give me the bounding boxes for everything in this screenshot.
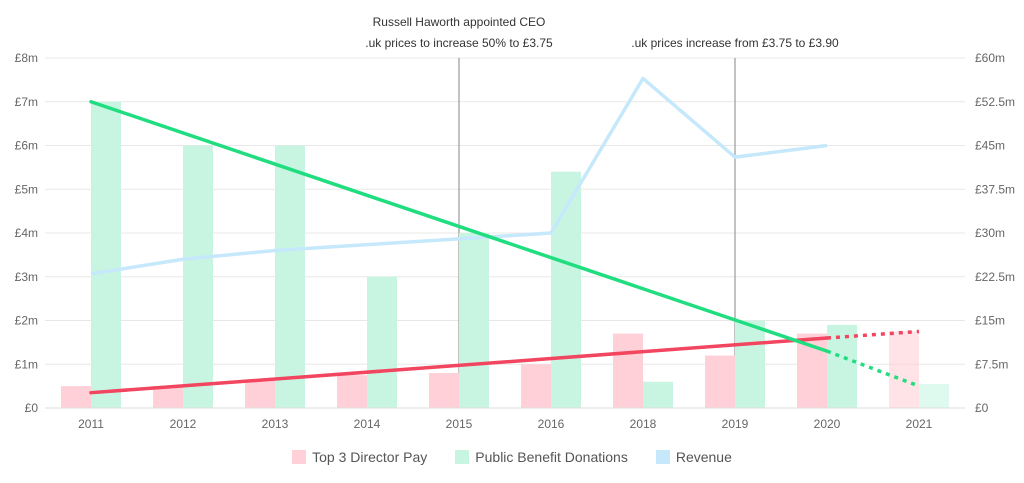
- x-tick-label: 2016: [538, 417, 565, 431]
- trendline: [89, 100, 829, 353]
- y-right-tick-label: £7.5m: [975, 357, 1008, 371]
- bar-director-pay: [705, 355, 735, 408]
- y-left-tick-label: £2m: [15, 314, 38, 328]
- x-tick-label: 2012: [170, 417, 197, 431]
- bar-director-pay: [889, 331, 919, 408]
- x-tick-label: 2014: [354, 417, 381, 431]
- annotation-text: Russell Haworth appointed CEO: [373, 15, 546, 29]
- annotation-text: .uk prices to increase 50% to £3.75: [365, 36, 553, 50]
- bar-donations: [459, 233, 489, 408]
- legend-label-revenue: Revenue: [675, 449, 732, 465]
- x-tick-label: 2021: [906, 417, 933, 431]
- y-right-tick-label: £30m: [975, 226, 1005, 240]
- bar-donations: [735, 320, 765, 408]
- y-left-tick-label: £1m: [15, 357, 38, 371]
- bar-director-pay: [61, 386, 91, 408]
- y-left-tick-label: £4m: [15, 226, 38, 240]
- bar-donations: [275, 145, 305, 408]
- y-left-tick-label: £8m: [15, 51, 38, 65]
- x-tick-label: 2020: [814, 417, 841, 431]
- trendline-projection: [826, 329, 920, 340]
- legend-label-donations: Public Benefit Donations: [475, 449, 628, 465]
- legend-swatch-director-pay: [292, 450, 307, 464]
- y-right-tick-label: £45m: [975, 139, 1005, 153]
- annotation-text: .uk prices increase from £3.75 to £3.90: [631, 36, 839, 50]
- y-left-tick-label: £6m: [15, 139, 38, 153]
- y-right-tick-label: £60m: [975, 51, 1005, 65]
- bar-director-pay: [429, 373, 459, 408]
- y-right-tick-label: £22.5m: [975, 270, 1015, 284]
- x-tick-label: 2018: [630, 417, 657, 431]
- legend-item-revenue[interactable]: Revenue: [655, 449, 732, 465]
- bar-donations: [919, 383, 949, 408]
- bar-director-pay: [245, 379, 275, 408]
- x-tick-label: 2015: [446, 417, 473, 431]
- bar-director-pay: [521, 364, 551, 408]
- legend-label-director-pay: Top 3 Director Pay: [312, 449, 428, 465]
- bar-director-pay: [153, 386, 183, 408]
- y-left-tick-label: £5m: [15, 182, 38, 196]
- x-tick-label: 2011: [78, 417, 104, 431]
- bar-director-pay: [613, 333, 643, 408]
- y-right-tick-label: £15m: [975, 314, 1005, 328]
- combo-chart: £0 £0 £1m £7.5m £2m £15m £3m £22.5m £4m £30m £5m £3…: [15, 15, 1015, 431]
- x-tick-label: 2019: [722, 417, 749, 431]
- legend-item-donations[interactable]: Public Benefit Donations: [455, 449, 628, 465]
- y-right-tick-label: £37.5m: [975, 182, 1015, 196]
- trendline: [89, 336, 829, 395]
- legend: Top 3 Director Pay Public Benefit Donati…: [0, 449, 1024, 465]
- bar-donations: [643, 381, 673, 408]
- bar-donations: [91, 101, 121, 408]
- y-left-tick-label: £7m: [15, 95, 38, 109]
- x-tick-label: 2013: [262, 417, 289, 431]
- legend-item-director-pay[interactable]: Top 3 Director Pay: [292, 449, 427, 465]
- legend-swatch-donations: [455, 450, 470, 464]
- trendline-projection: [826, 349, 920, 388]
- bar-donations: [183, 145, 213, 408]
- bar-donations: [827, 324, 857, 408]
- legend-swatch-revenue: [655, 450, 670, 464]
- bar-donations: [367, 276, 397, 408]
- bar-director-pay: [337, 375, 367, 408]
- y-left-tick-label: £0: [25, 401, 39, 415]
- y-right-tick-label: £52.5m: [975, 95, 1015, 109]
- revenue-line: [90, 76, 828, 276]
- y-right-tick-label: £0: [975, 401, 989, 415]
- y-left-tick-label: £3m: [15, 270, 38, 284]
